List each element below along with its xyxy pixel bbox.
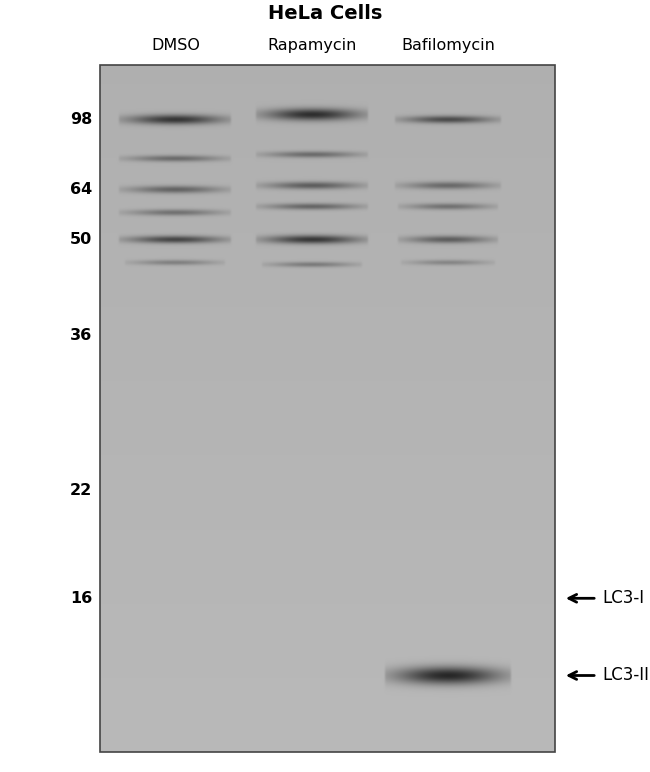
Text: 50: 50 [70, 232, 92, 247]
Text: 64: 64 [70, 181, 92, 197]
Text: 22: 22 [70, 482, 92, 498]
Text: LC3-II: LC3-II [602, 666, 649, 685]
Text: 36: 36 [70, 328, 92, 344]
Text: HeLa Cells: HeLa Cells [268, 4, 382, 23]
Text: DMSO: DMSO [151, 38, 200, 53]
Bar [100, 65, 555, 752]
Text: Bafilomycin: Bafilomycin [402, 38, 495, 53]
Text: 16: 16 [70, 591, 92, 606]
Text: 98: 98 [70, 112, 92, 127]
Text: Rapamycin: Rapamycin [267, 38, 357, 53]
Text: LC3-I: LC3-I [602, 589, 644, 608]
